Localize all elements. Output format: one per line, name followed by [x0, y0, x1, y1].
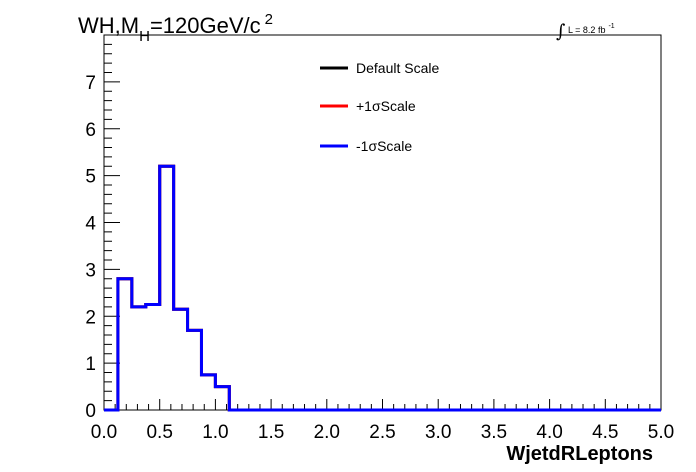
x-tick-label: 4.5 — [592, 422, 618, 443]
y-tick-label: 0 — [85, 401, 96, 422]
x-tick-label: 3.5 — [481, 422, 507, 443]
plot-frame — [103, 34, 662, 411]
series-line-0 — [104, 164, 661, 412]
x-tick-label: 2.5 — [369, 422, 395, 443]
legend-label-default-scale: Default Scale — [356, 60, 439, 76]
legend: Default Scale +1σScale -1σScale — [320, 60, 439, 154]
axis-tick-labels: 0.0 0.5 1.0 1.5 2.0 2.5 3.0 3.5 4.0 4.5 5.0 0 1 2 3 4 5 6… — [85, 73, 674, 443]
x-tick-label: 0.0 — [91, 422, 117, 443]
legend-label-plus-1-sigma-scale: +1σScale — [356, 98, 416, 114]
x-tick-label: 4.0 — [536, 422, 562, 443]
luminosity-label: L = 8.2 fb -1 — [568, 23, 615, 35]
x-tick-label: 1.0 — [202, 422, 228, 443]
y-tick-label: 1 — [85, 354, 96, 375]
axis-ticks — [103, 43, 662, 411]
y-tick-label: 7 — [85, 73, 96, 94]
series-layer — [104, 164, 661, 412]
x-axis-label: WjetdRLeptons — [506, 443, 653, 465]
y-tick-label: 4 — [85, 214, 96, 235]
luminosity-integral-sign: ∫ — [556, 21, 566, 42]
x-tick-label: 1.5 — [258, 422, 284, 443]
x-tick-label: 2.0 — [314, 422, 340, 443]
x-tick-label: 3.0 — [425, 422, 451, 443]
chart-title: WH,MH=120GeV/c 2 — [78, 11, 273, 45]
x-tick-label: 0.5 — [146, 422, 172, 443]
y-tick-label: 2 — [85, 307, 96, 328]
series-line-2 — [104, 164, 661, 412]
y-tick-label: 3 — [85, 260, 96, 281]
series-line-1 — [104, 164, 661, 412]
x-tick-label: 5.0 — [648, 422, 674, 443]
y-tick-label: 5 — [85, 167, 96, 188]
legend-label-minus-1-sigma-scale: -1σScale — [356, 138, 412, 154]
y-tick-label: 6 — [85, 120, 96, 141]
